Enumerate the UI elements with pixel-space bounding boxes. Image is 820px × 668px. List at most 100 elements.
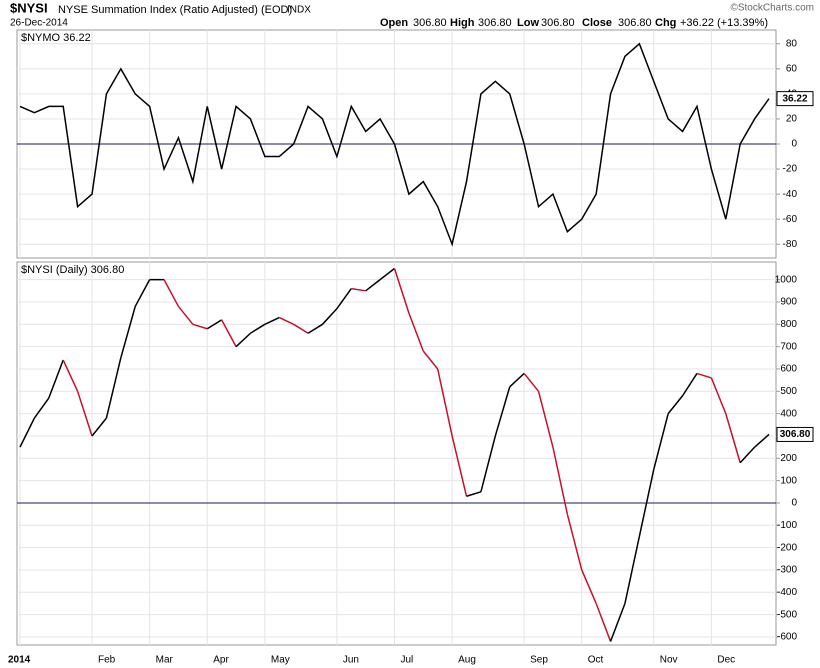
line-segment: [206, 319, 223, 330]
line-segment: [681, 373, 698, 397]
line-segment: [351, 287, 366, 292]
line-segment: [537, 391, 554, 448]
line-segment: [667, 395, 684, 415]
ohlc-label: Close: [582, 17, 612, 29]
last-value-label: 36.22: [782, 93, 807, 104]
x-tick-label: Jun: [343, 655, 359, 666]
x-tick-label: Sep: [530, 655, 548, 666]
line-segment: [638, 469, 655, 537]
y-tick-label: 80: [786, 38, 798, 49]
y-tick-label: 0: [791, 139, 797, 150]
exchange: INDX: [287, 5, 311, 16]
y-tick-label: -40: [783, 189, 798, 200]
y-tick-label: 60: [786, 63, 798, 74]
line-segment: [250, 323, 266, 334]
line-segment: [739, 446, 756, 464]
y-tick-label: -200: [777, 542, 797, 553]
y-tick-label: 800: [780, 319, 797, 330]
x-tick-label: Dec: [717, 655, 735, 666]
last-value-box: [776, 426, 814, 442]
y-tick-label: -300: [777, 565, 797, 576]
line-segment: [451, 435, 468, 497]
credit: ©StockCharts.com: [730, 3, 814, 14]
line-segment: [480, 435, 497, 492]
x-tick-label: 2014: [8, 655, 31, 666]
line-segment: [48, 359, 64, 399]
line-segment: [393, 268, 410, 314]
line-segment: [509, 372, 525, 388]
line-segment: [293, 323, 309, 334]
y-tick-label: 0: [791, 498, 797, 509]
y-tick-label: 700: [780, 341, 797, 352]
line-segment: [436, 368, 453, 437]
ohlc-label: High: [450, 17, 475, 29]
line-segment: [134, 279, 151, 307]
line-segment: [710, 377, 727, 414]
ohlc-value: +36.22 (+13.39%): [680, 17, 768, 29]
line-segment: [163, 279, 180, 307]
symbol: $NYSI: [10, 0, 48, 15]
y-tick-label: 500: [780, 386, 797, 397]
y-tick-label: 900: [780, 297, 797, 308]
y-tick-label: -400: [777, 587, 797, 598]
y-tick-label: -60: [783, 214, 798, 225]
x-tick-label: Nov: [660, 655, 678, 666]
line-segment: [609, 603, 626, 642]
line-segment: [220, 319, 237, 347]
last-value-label: 306.80: [780, 429, 811, 440]
ohlc-label: Low: [517, 17, 539, 29]
last-value-box: [776, 91, 814, 107]
line-segment: [177, 305, 194, 325]
ohlc-value: 306.80: [413, 17, 447, 29]
x-tick-label: Feb: [98, 655, 116, 666]
panel-label: $NYSI (Daily) 306.80: [21, 264, 124, 276]
line-segment: [725, 413, 741, 463]
line-segment: [19, 417, 36, 448]
line-segment: [422, 350, 439, 370]
line-segment: [696, 372, 712, 379]
line-segment: [321, 308, 338, 325]
line-segment: [552, 446, 569, 515]
line-segment: [379, 267, 395, 281]
ohlc-value: 306.80: [478, 17, 512, 29]
line-segment: [33, 397, 50, 419]
y-tick-label: -20: [783, 164, 798, 175]
ohlc-label: Open: [380, 17, 408, 29]
description: NYSE Summation Index (Ratio Adjusted) (E…: [58, 4, 292, 16]
line-segment: [264, 316, 280, 325]
line-segment: [754, 433, 770, 448]
ohlc-value: 306.80: [541, 17, 575, 29]
date: 26-Dec-2014: [10, 18, 68, 29]
x-tick-label: Mar: [156, 655, 174, 666]
x-tick-label: May: [271, 655, 290, 666]
y-tick-label: -500: [777, 609, 797, 620]
y-tick-label: -80: [783, 239, 798, 250]
line-segment: [307, 323, 323, 334]
line-segment: [466, 491, 482, 497]
line-segment: [105, 357, 122, 419]
y-tick-label: 1000: [775, 274, 798, 285]
line-segment: [278, 316, 294, 325]
line-segment: [581, 569, 597, 604]
y-tick-label: 200: [780, 453, 797, 464]
line-segment: [523, 372, 540, 392]
line-segment: [566, 513, 583, 571]
y-tick-label: 400: [780, 408, 797, 419]
line-segment: [494, 386, 511, 437]
line-segment: [62, 359, 79, 392]
x-tick-label: Apr: [213, 655, 229, 666]
x-tick-label: Aug: [458, 655, 476, 666]
x-tick-label: Jul: [401, 655, 414, 666]
line-segment: [91, 417, 108, 437]
ohlc-value: 306.80: [618, 17, 652, 29]
y-tick-label: -100: [777, 520, 797, 531]
panel-frame: [16, 261, 777, 646]
ohlc-label: Chg: [655, 17, 676, 29]
line: [19, 42, 770, 247]
line-segment: [336, 288, 352, 310]
y-tick-label: 100: [780, 475, 797, 486]
line-segment: [624, 536, 641, 604]
line-segment: [365, 279, 381, 292]
line-segment: [653, 413, 669, 470]
